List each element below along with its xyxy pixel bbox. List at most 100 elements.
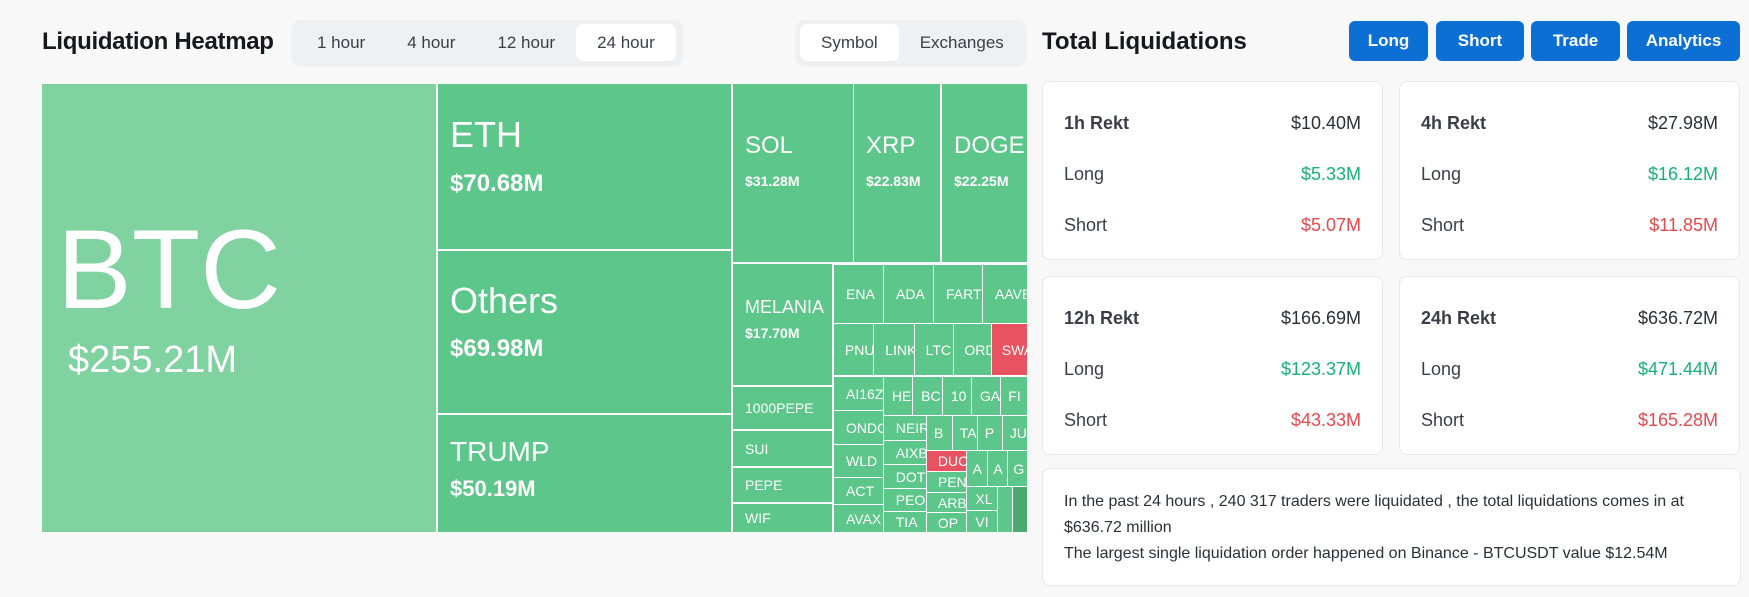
tile-arb[interactable]: ARB [927, 493, 966, 512]
tile-xl[interactable]: XL [967, 487, 997, 510]
tile-wld[interactable]: WLD [834, 445, 883, 477]
tile-symbol: OP [937, 514, 959, 531]
tile-ta[interactable]: TA [953, 416, 977, 450]
tile-aave[interactable]: AAVE [983, 265, 1027, 323]
tile-tia[interactable]: TIA [884, 512, 926, 532]
tile-neiro[interactable]: NEIRO [884, 416, 926, 440]
row-label: 1h Rekt [1064, 113, 1130, 133]
tile-value: $31.28M [745, 173, 800, 189]
tile-he[interactable]: HE [884, 377, 912, 415]
tile-symbol: AAVE [995, 286, 1027, 302]
tile-ga[interactable]: GA [972, 377, 1000, 415]
tile-value: $22.25M [954, 173, 1009, 189]
row-label: Short [1064, 410, 1108, 430]
tile-symbol: 10 [950, 388, 967, 404]
long-row: Long $471.44M [1421, 359, 1718, 380]
liquidation-treemap: BTC $255.21M ETH $70.68M Others $69.98M TRUMP $… [42, 84, 1027, 532]
tile-ena[interactable]: ENA [834, 265, 883, 323]
tile-fartcoin[interactable]: FARTCOIN [934, 265, 982, 323]
tab-1-hour[interactable]: 1 hour [317, 33, 366, 52]
tile-symbol: P [984, 425, 995, 441]
row-value: $43.33M [1290, 410, 1361, 430]
tile-10[interactable]: 10 [943, 377, 971, 415]
tile-symbol: LTC [925, 341, 952, 358]
tile-symbol: 1000PEPE [745, 400, 814, 416]
tile-sui[interactable]: SUI [733, 431, 832, 466]
tile-people[interactable]: PEOPLE [884, 489, 926, 511]
analytics-button[interactable]: Analytics [1627, 21, 1740, 61]
tile-sol[interactable]: SOL $31.28M [733, 84, 853, 262]
tile-ltc[interactable]: LTC [915, 324, 953, 375]
tile-symbol: PEPE [745, 477, 783, 493]
tile-duck[interactable]: DUCK [927, 451, 966, 471]
tile-value: $22.83M [866, 173, 921, 189]
row-value: $166.69M [1280, 308, 1361, 328]
tile-g[interactable]: G [1008, 451, 1027, 486]
tile-symbol: ARB [937, 494, 966, 511]
summary-line-1: In the past 24 hours , 240 317 traders w… [1064, 493, 1684, 536]
tile-symbol: Others [450, 280, 559, 322]
tile-symbol: FARTCOIN [946, 286, 982, 302]
tile-symbol: SOL [745, 132, 794, 160]
tile-1000pepe[interactable]: 1000PEPE [733, 387, 832, 429]
tile-ordi[interactable]: ORDI [954, 324, 991, 375]
tile-symbol: ONDO [846, 419, 883, 436]
tab-24-hour[interactable]: 24 hour [576, 24, 676, 61]
short-row: Short $165.28M [1421, 410, 1718, 431]
tile-bc[interactable]: BC [913, 377, 942, 415]
tile-melania[interactable]: MELANIA $17.70M [733, 264, 832, 385]
tile-link[interactable]: LINK [874, 324, 914, 375]
tile-symbol: PNUT [844, 341, 873, 358]
tile-fi[interactable]: FI [1001, 377, 1027, 415]
tile-ai16z[interactable]: AI16Z [834, 377, 883, 410]
tile-ada[interactable]: ADA [884, 265, 933, 323]
tile-doge[interactable]: DOGE $22.25M [942, 84, 1027, 262]
tile-pepe[interactable]: PEPE [733, 468, 832, 502]
tile-trump[interactable]: TRUMP $50.19M [438, 415, 731, 532]
short-button[interactable]: Short [1436, 21, 1524, 61]
tile-op[interactable]: OP [927, 513, 966, 532]
tile-symbol: NEIRO [895, 420, 926, 436]
tile-dot[interactable]: DOT [884, 465, 926, 488]
row-value: $27.98M [1647, 113, 1718, 133]
tile-value: $69.98M [450, 335, 544, 363]
tile-a[interactable]: A [967, 451, 987, 486]
tile-symbol: AIXBT [895, 444, 926, 461]
rekt-total-row: 12h Rekt $166.69M [1064, 308, 1361, 329]
tile-unlabeled[interactable] [998, 487, 1012, 532]
row-value: $123.37M [1280, 359, 1361, 379]
long-row: Long $16.12M [1421, 164, 1718, 185]
tile-pengu[interactable]: PENGU [927, 472, 966, 492]
tile-pnut[interactable]: PNUT [834, 324, 873, 375]
tile-xrp[interactable]: XRP $22.83M [854, 84, 940, 262]
row-value: $5.07M [1300, 215, 1361, 235]
tile-symbol: PENGU [937, 474, 966, 490]
rekt-card-24h: 24h Rekt $636.72M Long $471.44M Short $165.28… [1399, 276, 1740, 455]
tile-aixbt[interactable]: AIXBT [884, 441, 926, 464]
tile-ondo[interactable]: ONDO [834, 411, 883, 444]
long-row: Long $123.37M [1064, 359, 1361, 380]
trade-button[interactable]: Trade [1531, 21, 1620, 61]
tile-wif[interactable]: WIF [733, 504, 832, 532]
tile-eth[interactable]: ETH $70.68M [438, 84, 731, 249]
tab-exchanges[interactable]: Exchanges [919, 33, 1004, 52]
tile-p[interactable]: P [978, 416, 1002, 450]
tile-b[interactable]: B [927, 416, 952, 450]
tile-avax[interactable]: AVAX [834, 505, 883, 532]
tile-act[interactable]: ACT [834, 478, 883, 504]
tab-4-hour[interactable]: 4 hour [407, 33, 456, 52]
tile-ju[interactable]: JU [1003, 416, 1027, 450]
rekt-total-row: 24h Rekt $636.72M [1421, 308, 1718, 329]
tab-12-hour[interactable]: 12 hour [497, 33, 556, 52]
long-button[interactable]: Long [1349, 21, 1428, 61]
tile-vi[interactable]: VI [967, 511, 997, 532]
tile-others[interactable]: Others $69.98M [438, 251, 731, 413]
tile-symbol: ENA [846, 286, 875, 302]
tile-btc[interactable]: BTC $255.21M [42, 84, 436, 532]
tile-unlabeled[interactable] [1013, 487, 1027, 532]
tile-symbol: BC [921, 388, 941, 404]
tile-swarms[interactable]: SWARMS [992, 324, 1027, 375]
tile-a[interactable]: A [988, 451, 1007, 486]
tile-symbol: SUI [745, 440, 769, 457]
tab-symbol[interactable]: Symbol [800, 24, 899, 61]
